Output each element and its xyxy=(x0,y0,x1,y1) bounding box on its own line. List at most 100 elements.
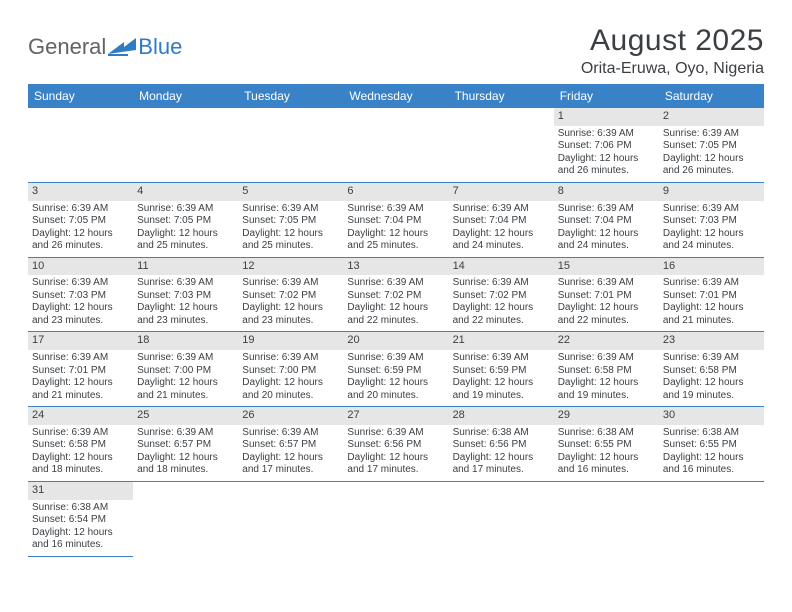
day-number: 31 xyxy=(28,482,133,500)
day-number: 18 xyxy=(133,332,238,350)
day-number: 5 xyxy=(238,183,343,201)
daylight-line: Daylight: 12 hours and 20 minutes. xyxy=(242,377,339,402)
calendar-cell: 15Sunrise: 6:39 AMSunset: 7:01 PMDayligh… xyxy=(554,257,659,332)
calendar-cell: 22Sunrise: 6:39 AMSunset: 6:58 PMDayligh… xyxy=(554,332,659,407)
sunset-line: Sunset: 7:01 PM xyxy=(663,290,760,303)
sunset-line: Sunset: 6:59 PM xyxy=(453,365,550,378)
daylight-line: Daylight: 12 hours and 24 minutes. xyxy=(663,228,760,253)
calendar-cell xyxy=(28,108,133,182)
day-number: 9 xyxy=(659,183,764,201)
sunrise-line: Sunrise: 6:39 AM xyxy=(137,203,234,216)
daylight-line: Daylight: 12 hours and 26 minutes. xyxy=(32,228,129,253)
calendar-body: 1Sunrise: 6:39 AMSunset: 7:06 PMDaylight… xyxy=(28,108,764,556)
calendar-cell: 4Sunrise: 6:39 AMSunset: 7:05 PMDaylight… xyxy=(133,182,238,257)
sunset-line: Sunset: 6:57 PM xyxy=(242,439,339,452)
calendar-cell: 25Sunrise: 6:39 AMSunset: 6:57 PMDayligh… xyxy=(133,407,238,482)
sunset-line: Sunset: 7:03 PM xyxy=(32,290,129,303)
day-number: 27 xyxy=(343,407,448,425)
day-number: 2 xyxy=(659,108,764,126)
sunset-line: Sunset: 7:06 PM xyxy=(558,140,655,153)
logo-text-right: Blue xyxy=(138,34,182,60)
day-number: 29 xyxy=(554,407,659,425)
day-number: 14 xyxy=(449,258,554,276)
sunset-line: Sunset: 7:01 PM xyxy=(558,290,655,303)
sunset-line: Sunset: 7:03 PM xyxy=(137,290,234,303)
daylight-line: Daylight: 12 hours and 26 minutes. xyxy=(663,153,760,178)
calendar-week-row: 31Sunrise: 6:38 AMSunset: 6:54 PMDayligh… xyxy=(28,481,764,556)
sunrise-line: Sunrise: 6:39 AM xyxy=(663,203,760,216)
calendar-cell: 23Sunrise: 6:39 AMSunset: 6:58 PMDayligh… xyxy=(659,332,764,407)
calendar-cell: 3Sunrise: 6:39 AMSunset: 7:05 PMDaylight… xyxy=(28,182,133,257)
sunset-line: Sunset: 7:03 PM xyxy=(663,215,760,228)
weekday-header: Thursday xyxy=(449,84,554,108)
sunset-line: Sunset: 6:57 PM xyxy=(137,439,234,452)
calendar-cell xyxy=(659,481,764,556)
sunrise-line: Sunrise: 6:39 AM xyxy=(663,352,760,365)
day-number: 24 xyxy=(28,407,133,425)
sunset-line: Sunset: 6:55 PM xyxy=(558,439,655,452)
sunrise-line: Sunrise: 6:39 AM xyxy=(32,203,129,216)
calendar-cell: 10Sunrise: 6:39 AMSunset: 7:03 PMDayligh… xyxy=(28,257,133,332)
day-number: 30 xyxy=(659,407,764,425)
calendar-cell xyxy=(449,481,554,556)
day-number: 15 xyxy=(554,258,659,276)
calendar-cell: 2Sunrise: 6:39 AMSunset: 7:05 PMDaylight… xyxy=(659,108,764,182)
sunset-line: Sunset: 7:04 PM xyxy=(558,215,655,228)
calendar-cell: 7Sunrise: 6:39 AMSunset: 7:04 PMDaylight… xyxy=(449,182,554,257)
calendar-cell xyxy=(449,108,554,182)
logo: General Blue xyxy=(28,24,182,60)
sunrise-line: Sunrise: 6:39 AM xyxy=(242,203,339,216)
sunrise-line: Sunrise: 6:39 AM xyxy=(453,277,550,290)
day-number: 19 xyxy=(238,332,343,350)
sunset-line: Sunset: 7:00 PM xyxy=(137,365,234,378)
sunrise-line: Sunrise: 6:39 AM xyxy=(347,277,444,290)
day-number: 11 xyxy=(133,258,238,276)
calendar-cell xyxy=(238,108,343,182)
daylight-line: Daylight: 12 hours and 23 minutes. xyxy=(242,302,339,327)
sunrise-line: Sunrise: 6:39 AM xyxy=(453,203,550,216)
weekday-header: Tuesday xyxy=(238,84,343,108)
calendar-cell: 6Sunrise: 6:39 AMSunset: 7:04 PMDaylight… xyxy=(343,182,448,257)
daylight-line: Daylight: 12 hours and 19 minutes. xyxy=(453,377,550,402)
sunrise-line: Sunrise: 6:39 AM xyxy=(663,277,760,290)
sunrise-line: Sunrise: 6:39 AM xyxy=(242,427,339,440)
day-number: 6 xyxy=(343,183,448,201)
calendar-cell: 31Sunrise: 6:38 AMSunset: 6:54 PMDayligh… xyxy=(28,481,133,556)
daylight-line: Daylight: 12 hours and 25 minutes. xyxy=(347,228,444,253)
sunrise-line: Sunrise: 6:39 AM xyxy=(558,203,655,216)
calendar-cell: 8Sunrise: 6:39 AMSunset: 7:04 PMDaylight… xyxy=(554,182,659,257)
calendar-cell: 11Sunrise: 6:39 AMSunset: 7:03 PMDayligh… xyxy=(133,257,238,332)
calendar-cell: 13Sunrise: 6:39 AMSunset: 7:02 PMDayligh… xyxy=(343,257,448,332)
sunset-line: Sunset: 7:04 PM xyxy=(453,215,550,228)
calendar-table: SundayMondayTuesdayWednesdayThursdayFrid… xyxy=(28,84,764,557)
daylight-line: Daylight: 12 hours and 20 minutes. xyxy=(347,377,444,402)
calendar-cell: 20Sunrise: 6:39 AMSunset: 6:59 PMDayligh… xyxy=(343,332,448,407)
daylight-line: Daylight: 12 hours and 16 minutes. xyxy=(32,527,129,552)
calendar-cell xyxy=(238,481,343,556)
flag-icon xyxy=(108,38,136,56)
sunrise-line: Sunrise: 6:39 AM xyxy=(558,277,655,290)
sunset-line: Sunset: 7:05 PM xyxy=(663,140,760,153)
logo-text-left: General xyxy=(28,34,106,60)
sunset-line: Sunset: 7:05 PM xyxy=(32,215,129,228)
weekday-header: Sunday xyxy=(28,84,133,108)
sunset-line: Sunset: 6:58 PM xyxy=(558,365,655,378)
daylight-line: Daylight: 12 hours and 16 minutes. xyxy=(558,452,655,477)
daylight-line: Daylight: 12 hours and 21 minutes. xyxy=(663,302,760,327)
daylight-line: Daylight: 12 hours and 18 minutes. xyxy=(32,452,129,477)
sunrise-line: Sunrise: 6:39 AM xyxy=(347,203,444,216)
day-number: 10 xyxy=(28,258,133,276)
daylight-line: Daylight: 12 hours and 21 minutes. xyxy=(137,377,234,402)
sunset-line: Sunset: 6:55 PM xyxy=(663,439,760,452)
page-subtitle: Orita-Eruwa, Oyo, Nigeria xyxy=(581,60,764,78)
calendar-cell: 27Sunrise: 6:39 AMSunset: 6:56 PMDayligh… xyxy=(343,407,448,482)
sunset-line: Sunset: 6:58 PM xyxy=(32,439,129,452)
sunset-line: Sunset: 6:56 PM xyxy=(347,439,444,452)
calendar-cell: 26Sunrise: 6:39 AMSunset: 6:57 PMDayligh… xyxy=(238,407,343,482)
day-number: 23 xyxy=(659,332,764,350)
calendar-cell xyxy=(133,481,238,556)
daylight-line: Daylight: 12 hours and 17 minutes. xyxy=(453,452,550,477)
calendar-cell: 1Sunrise: 6:39 AMSunset: 7:06 PMDaylight… xyxy=(554,108,659,182)
sunrise-line: Sunrise: 6:39 AM xyxy=(137,427,234,440)
sunrise-line: Sunrise: 6:38 AM xyxy=(663,427,760,440)
